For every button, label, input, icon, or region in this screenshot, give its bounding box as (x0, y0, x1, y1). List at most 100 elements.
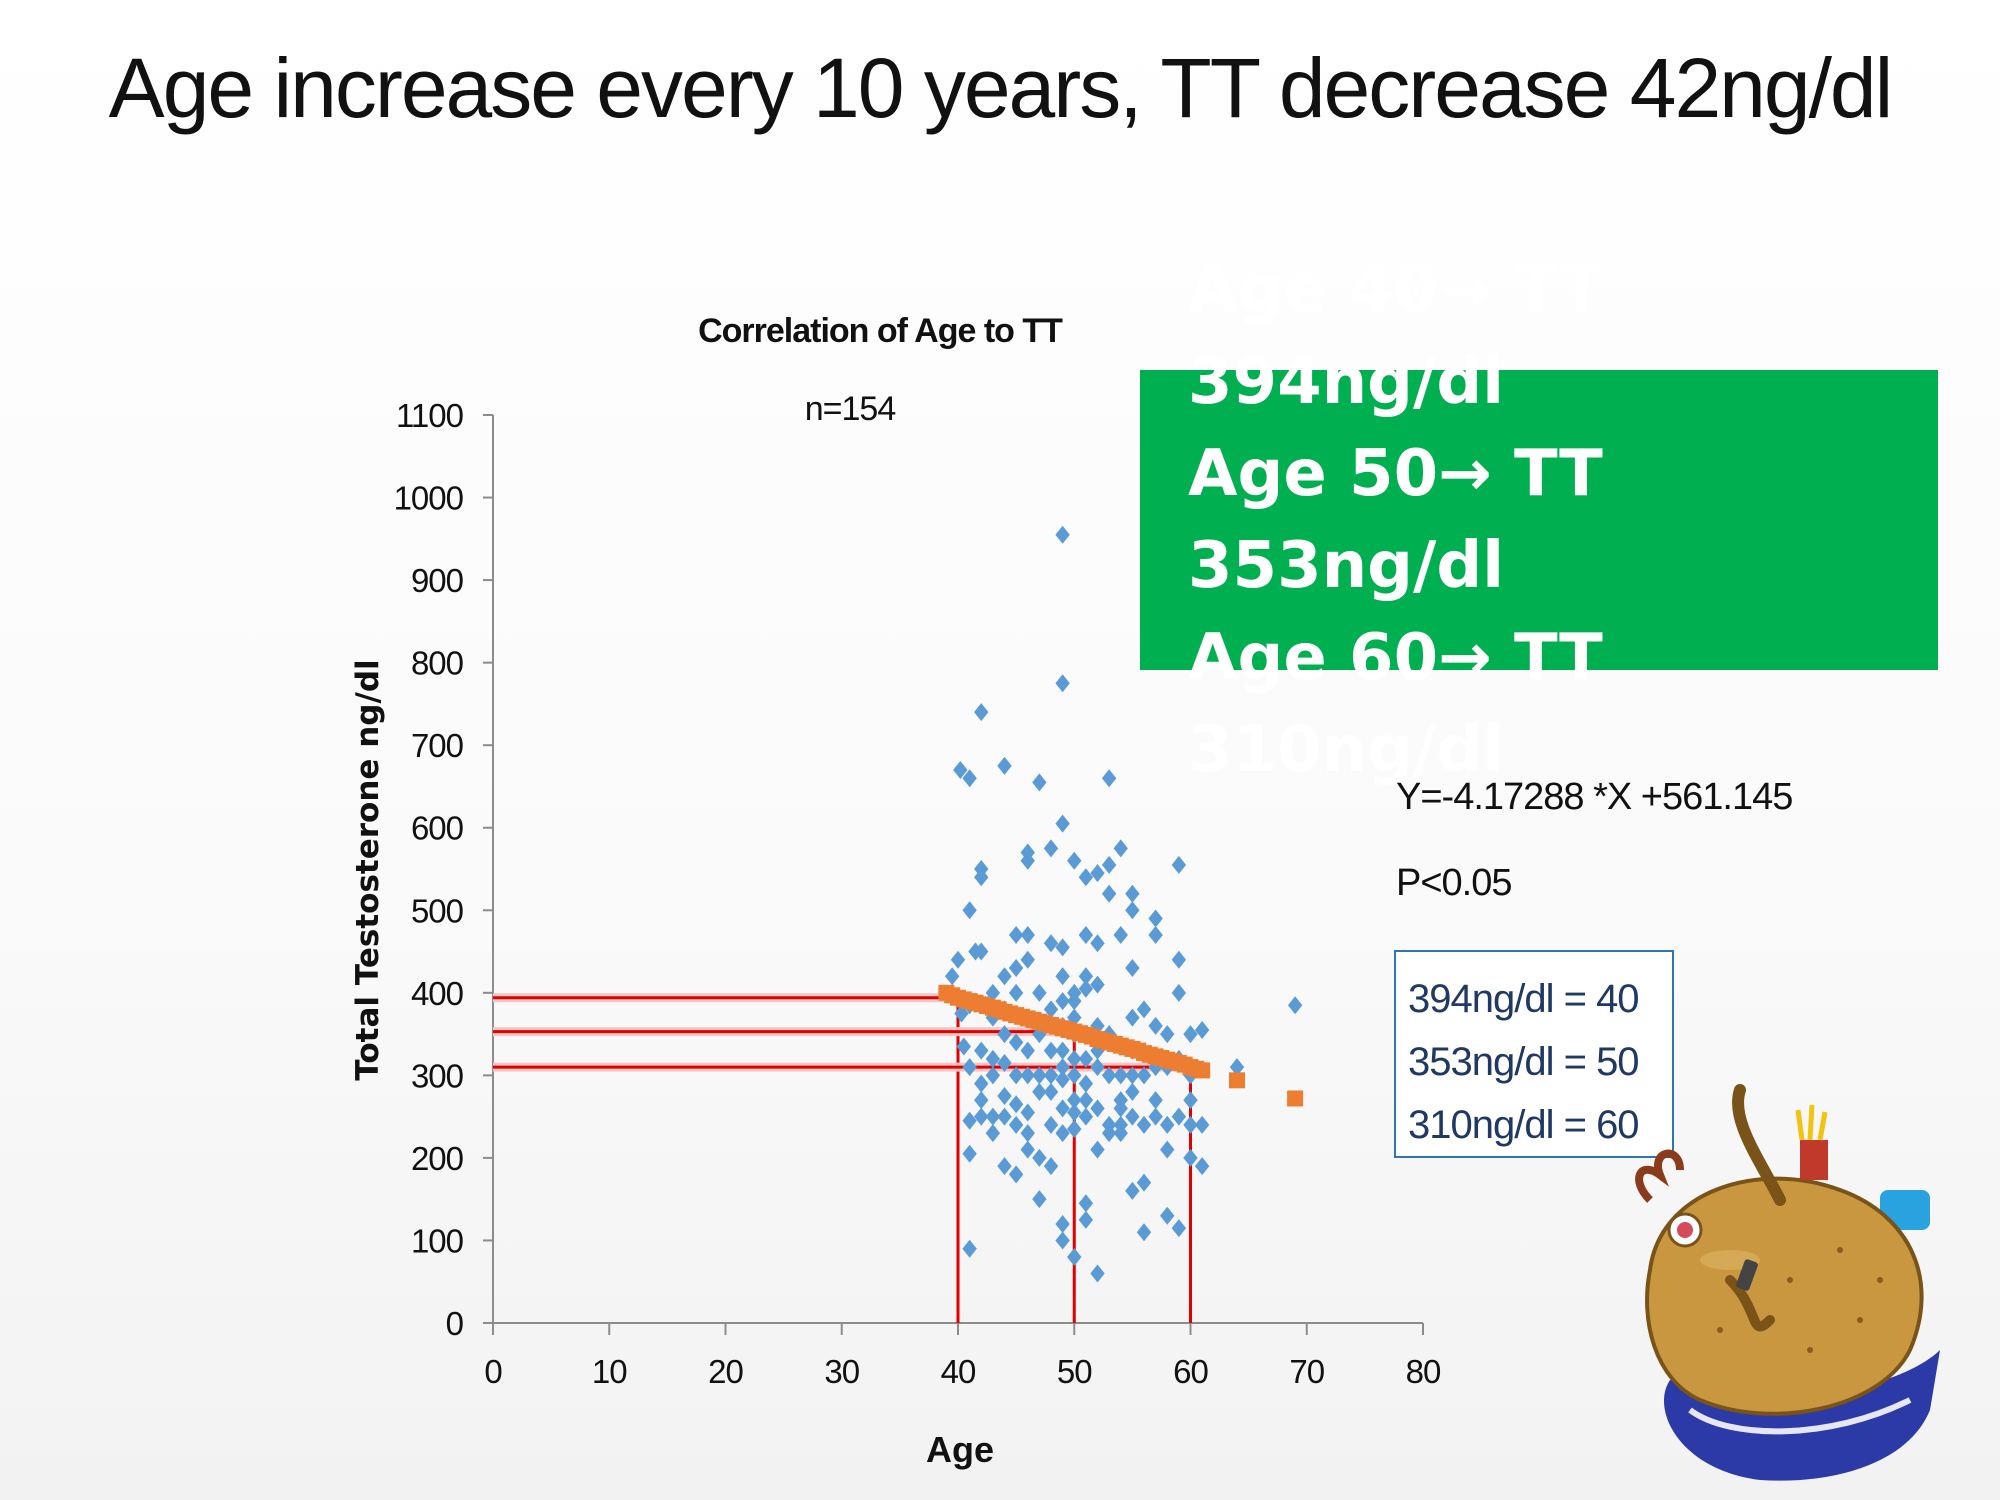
data-point-observed (1067, 992, 1082, 1011)
data-point-observed (1101, 855, 1117, 874)
data-point-observed (985, 1107, 1001, 1126)
data-point-observed (1136, 1066, 1152, 1085)
data-point-observed (1125, 1107, 1140, 1126)
y-tick-label: 400 (411, 975, 464, 1012)
data-point-observed (1055, 674, 1070, 693)
x-tick-label: 20 (708, 1353, 743, 1390)
y-tick-label: 500 (411, 892, 464, 929)
data-point-observed (1101, 1066, 1117, 1085)
data-point-observed (1078, 1107, 1094, 1126)
data-point-observed (1136, 1173, 1152, 1192)
data-point-observed (962, 1239, 977, 1258)
data-point-observed (1113, 839, 1128, 858)
data-point-observed (1160, 1115, 1175, 1134)
y-tick-label: 800 (411, 645, 464, 682)
data-point-observed (1183, 1091, 1198, 1110)
data-point-observed (1136, 1115, 1152, 1134)
x-axis-label: Age (926, 1429, 994, 1470)
data-point-observed (1055, 938, 1070, 957)
data-point-observed (1055, 814, 1070, 833)
data-point-observed (1171, 983, 1187, 1002)
slide-title: Age increase every 10 years, TT decrease… (108, 41, 1894, 135)
data-point-observed (1078, 979, 1094, 998)
y-tick-label: 100 (411, 1222, 464, 1259)
data-point-observed (1043, 1115, 1059, 1134)
data-point-observed (1008, 1066, 1024, 1085)
data-point-observed (1078, 1194, 1094, 1213)
y-tick-label: 200 (411, 1140, 464, 1177)
data-point-observed (1043, 839, 1059, 858)
data-point-observed (985, 1049, 1001, 1068)
data-point-observed (1125, 1008, 1140, 1027)
data-point-observed (1055, 525, 1070, 544)
data-point-observed (1183, 1148, 1198, 1167)
data-point-observed (997, 1087, 1012, 1105)
x-tick-label: 40 (941, 1353, 976, 1390)
data-point-observed (1183, 1115, 1198, 1134)
data-point-observed (1078, 1049, 1094, 1068)
data-point-observed (1055, 1214, 1070, 1233)
data-point-observed (1090, 1099, 1105, 1118)
data-point-observed (1125, 959, 1140, 978)
data-point-observed (1078, 1091, 1094, 1110)
summary-line-40: Age 40→ TT 394ng/dl (1188, 253, 1603, 419)
data-point-observed (1125, 1181, 1140, 1200)
data-point-observed (1043, 1157, 1059, 1176)
chart-title: Correlation of Age to TT (698, 312, 1063, 350)
data-point-observed (1183, 1025, 1198, 1044)
data-point-observed (1090, 1140, 1105, 1159)
data-points (938, 525, 1304, 1283)
data-point-observed (1090, 1264, 1105, 1283)
data-point-observed (1067, 1091, 1082, 1110)
y-tick-label: 600 (411, 810, 464, 847)
data-point-observed (997, 1157, 1012, 1176)
data-point-observed (1067, 1120, 1082, 1139)
data-point-observed (1148, 909, 1163, 928)
data-point-observed (1136, 1000, 1152, 1019)
data-point-observed (1032, 1148, 1047, 1167)
data-point-observed (1032, 773, 1047, 792)
data-point-observed (1194, 1115, 1210, 1134)
summary-line-50: Age 50→ TT 353ng/dl (1188, 437, 1603, 603)
data-point-observed (1043, 1066, 1059, 1085)
data-point-observed (1171, 950, 1187, 969)
data-point-observed (950, 950, 966, 969)
data-point-observed (1078, 868, 1094, 887)
y-tick-label: 300 (411, 1057, 464, 1094)
data-point-observed (1067, 1049, 1082, 1068)
data-point-observed (997, 1107, 1012, 1126)
data-point-observed (1020, 950, 1035, 969)
data-point-observed (1287, 996, 1303, 1015)
data-point-observed (1148, 1091, 1163, 1110)
data-point-observed (974, 1107, 989, 1126)
legend-line-60: 310ng/dl = 60 (1408, 1103, 1640, 1147)
data-point-observed (1008, 1165, 1024, 1184)
data-point-observed (1008, 926, 1024, 945)
data-point-observed (956, 1037, 972, 1056)
data-point-observed (1078, 926, 1094, 945)
y-tick-label: 1100 (396, 397, 464, 434)
reference-lines (493, 993, 1192, 1323)
data-point-observed (1055, 1231, 1070, 1250)
y-tick-label: 1000 (394, 480, 464, 517)
data-point-observed (1008, 1095, 1024, 1114)
x-tick-label: 0 (484, 1353, 502, 1390)
data-point-observed (1032, 1082, 1047, 1101)
data-point-observed (1125, 884, 1140, 903)
regression-equation: Y=-4.17288 *X +561.145 (1396, 776, 1793, 818)
data-point-observed (1148, 926, 1163, 945)
data-point-observed (954, 1004, 969, 1023)
data-point-observed (1171, 1219, 1187, 1238)
x-tick-label: 70 (1289, 1353, 1324, 1390)
data-point-observed (1125, 901, 1140, 920)
data-point-observed (953, 760, 968, 779)
data-point-observed (1113, 1124, 1128, 1143)
data-point-observed (1055, 1124, 1070, 1143)
data-point-observed (1020, 851, 1035, 870)
x-tick-label: 30 (824, 1353, 859, 1390)
data-point-observed (962, 769, 977, 788)
data-point-observed (1008, 959, 1024, 978)
data-point-observed (1055, 1058, 1070, 1077)
data-point-observed (974, 1091, 989, 1110)
